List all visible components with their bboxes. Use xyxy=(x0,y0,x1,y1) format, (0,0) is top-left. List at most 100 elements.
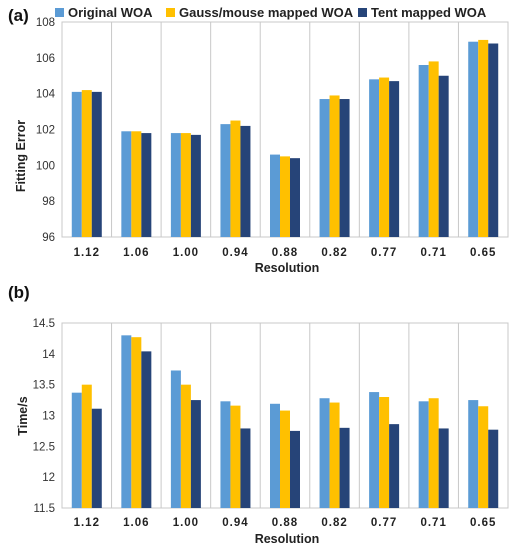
y-tick-label: 14.5 xyxy=(33,318,55,330)
legend-label-tent: Tent mapped WOA xyxy=(371,5,487,20)
bar-gauss-0.88 xyxy=(280,410,290,508)
bar-gauss-0.71 xyxy=(428,398,439,508)
x-tick-label: 0.77 xyxy=(371,517,397,529)
x-axis-title-b: Resolution xyxy=(255,532,320,546)
x-tick-label: 1.12 xyxy=(74,517,100,529)
chart-time: (b) Time/s Resolution 11.5 12 12.5 13 13.5 14… xyxy=(8,283,509,546)
y-tick-label: 13.5 xyxy=(33,380,55,392)
legend-swatch-gauss xyxy=(166,8,175,17)
x-tick-label: 0.77 xyxy=(371,247,397,259)
bar-original-0.88 xyxy=(270,403,280,508)
bar-gauss-0.65 xyxy=(478,39,489,237)
bar-gauss-1.00 xyxy=(180,133,191,237)
panel-label-a: (a) xyxy=(8,6,29,25)
y-ticks-a: 96 98 100 102 104 106 108 xyxy=(36,17,56,244)
legend-item-original: Original WOA xyxy=(55,5,153,20)
bar-original-0.65 xyxy=(468,400,479,508)
bar-tent-0.77 xyxy=(389,81,400,237)
bar-tent-1.12 xyxy=(91,91,102,237)
bar-tent-0.94 xyxy=(240,428,251,508)
bar-tent-0.88 xyxy=(290,430,300,508)
y-tick-label: 11.5 xyxy=(33,503,55,515)
bar-gauss-0.77 xyxy=(379,397,390,508)
bar-original-1.12 xyxy=(71,91,82,237)
bar-original-1.12 xyxy=(71,392,82,508)
x-tick-label: 0.88 xyxy=(272,247,298,259)
bar-tent-1.06 xyxy=(141,351,152,508)
x-tick-label: 1.12 xyxy=(74,247,100,259)
y-tick-label: 100 xyxy=(36,160,55,172)
x-tick-label: 0.82 xyxy=(321,517,347,529)
bar-tent-1.06 xyxy=(141,133,152,237)
x-ticks-b: 1.12 1.06 1.00 0.94 0.88 0.82 0.77 0.71 0.65 xyxy=(74,517,496,529)
x-tick-label: 0.88 xyxy=(272,517,298,529)
bar-original-0.71 xyxy=(418,401,429,508)
x-tick-label: 1.06 xyxy=(123,247,149,259)
x-tick-label: 0.71 xyxy=(420,247,446,259)
bar-tent-0.65 xyxy=(488,43,499,237)
bar-original-0.94 xyxy=(220,124,231,237)
bar-gauss-0.88 xyxy=(280,156,290,237)
y-axis-title-b: Time/s xyxy=(16,396,30,435)
bar-original-1.00 xyxy=(170,133,181,237)
x-tick-label: 0.94 xyxy=(222,517,248,529)
bar-original-0.82 xyxy=(319,398,330,508)
panel-label-b: (b) xyxy=(8,283,30,302)
bar-gauss-0.82 xyxy=(329,95,340,237)
bar-tent-0.88 xyxy=(290,158,300,237)
bar-tent-0.94 xyxy=(240,125,251,237)
bar-tent-0.82 xyxy=(339,99,350,238)
x-tick-label: 0.82 xyxy=(321,247,347,259)
bars-a xyxy=(71,39,499,238)
y-tick-label: 108 xyxy=(36,17,55,29)
bar-gauss-0.82 xyxy=(329,402,340,508)
y-tick-label: 102 xyxy=(36,125,55,137)
legend-item-tent: Tent mapped WOA xyxy=(358,5,487,20)
bar-original-0.94 xyxy=(220,401,231,508)
bar-gauss-0.65 xyxy=(478,406,489,508)
y-tick-label: 12 xyxy=(42,472,55,484)
y-tick-label: 12.5 xyxy=(33,441,55,453)
chart-fitting-error: (a) Fitting Error Resolution 96 98 100 102 1… xyxy=(8,6,509,275)
x-tick-label: 0.71 xyxy=(420,517,446,529)
bar-gauss-0.77 xyxy=(379,77,390,238)
grid-b xyxy=(61,322,509,509)
y-tick-label: 14 xyxy=(42,349,55,361)
bar-gauss-1.06 xyxy=(131,337,142,508)
bar-original-0.77 xyxy=(369,392,380,508)
bar-original-0.77 xyxy=(369,79,380,237)
x-tick-label: 1.00 xyxy=(173,247,199,259)
y-ticks-b: 11.5 12 12.5 13 13.5 14 14.5 xyxy=(33,318,56,515)
bar-original-0.65 xyxy=(468,41,479,238)
bar-tent-0.71 xyxy=(438,428,449,508)
bar-original-0.88 xyxy=(270,154,280,237)
bar-gauss-1.00 xyxy=(180,384,191,508)
y-tick-label: 13 xyxy=(42,411,55,423)
bar-tent-1.00 xyxy=(190,400,201,508)
x-tick-label: 1.00 xyxy=(173,517,199,529)
x-ticks-a: 1.12 1.06 1.00 0.94 0.88 0.82 0.77 0.71 0.65 xyxy=(74,247,496,259)
bars-b xyxy=(71,335,499,508)
y-tick-label: 96 xyxy=(42,232,55,244)
x-tick-label: 1.06 xyxy=(123,517,149,529)
y-axis-title-a: Fitting Error xyxy=(14,120,28,192)
bar-original-0.82 xyxy=(319,99,330,238)
y-tick-label: 106 xyxy=(36,53,55,65)
bar-original-0.71 xyxy=(418,65,429,237)
bar-gauss-0.71 xyxy=(428,61,439,237)
y-tick-label: 104 xyxy=(36,89,56,101)
y-tick-label: 98 xyxy=(42,196,55,208)
legend-label-original: Original WOA xyxy=(68,5,153,20)
bar-tent-1.12 xyxy=(91,408,102,508)
bar-original-1.06 xyxy=(121,131,132,237)
bar-tent-0.77 xyxy=(389,424,400,508)
bar-gauss-1.12 xyxy=(81,90,92,237)
bar-tent-1.00 xyxy=(190,134,201,237)
bar-gauss-1.06 xyxy=(131,131,142,237)
bar-tent-0.71 xyxy=(438,75,449,237)
x-axis-title-a: Resolution xyxy=(255,261,320,275)
x-tick-label: 0.65 xyxy=(470,247,496,259)
legend: Original WOA Gauss/mouse mapped WOA Tent… xyxy=(55,5,487,20)
bar-gauss-0.94 xyxy=(230,405,241,508)
bar-tent-0.82 xyxy=(339,427,350,508)
